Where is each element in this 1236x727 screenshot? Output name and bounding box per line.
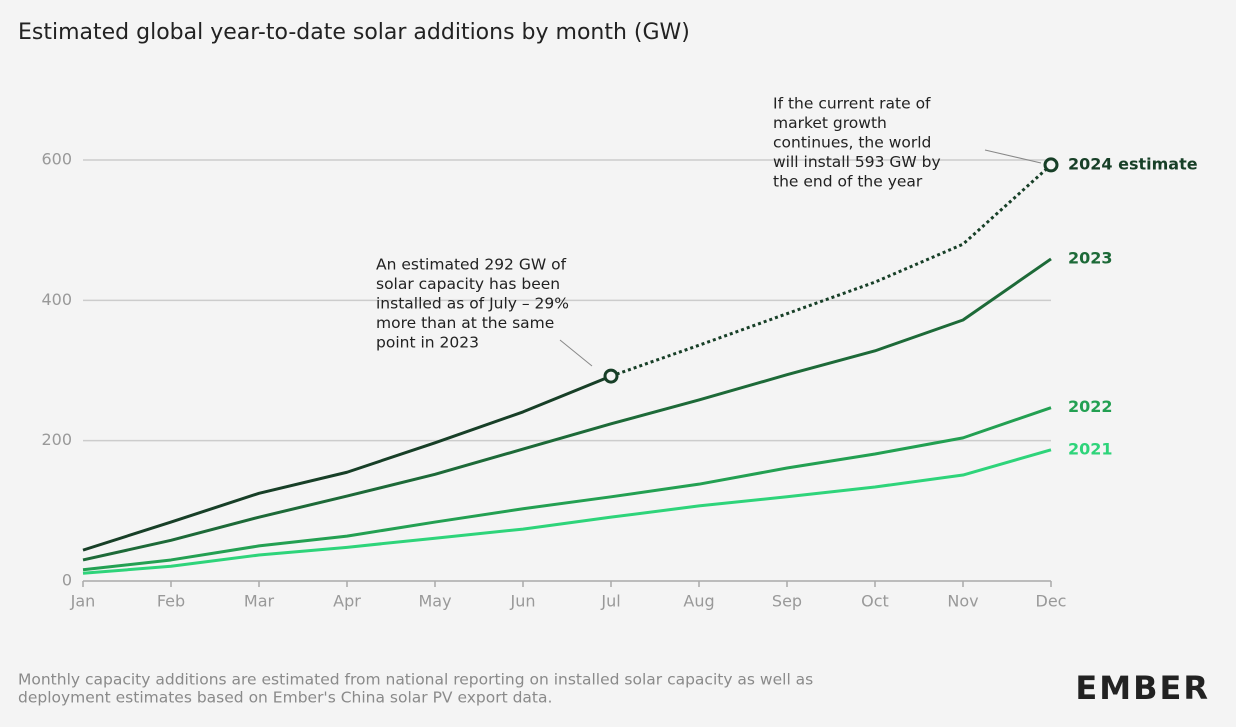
annotation-text: the end of the year — [773, 173, 923, 191]
y-tick-label: 600 — [41, 150, 72, 169]
x-tick-label: Nov — [947, 592, 978, 611]
x-tick-label: Dec — [1036, 592, 1067, 611]
chart-title: Estimated global year-to-date solar addi… — [18, 20, 690, 45]
annotation-text: will install 593 GW by — [773, 153, 941, 171]
x-tick-label: Aug — [683, 592, 714, 611]
x-tick-label: Apr — [333, 592, 361, 611]
leader-line — [559, 339, 593, 367]
annotation-text: point in 2023 — [376, 334, 479, 352]
series-label: 2024 estimate — [1068, 154, 1198, 173]
series-line — [82, 257, 1052, 562]
footnote: Monthly capacity additions are estimated… — [18, 671, 813, 689]
series-line — [82, 448, 1052, 575]
projected-line — [610, 163, 1053, 378]
series-line — [82, 374, 612, 552]
x-tick-label: Jun — [510, 592, 536, 611]
x-tick-label: Jan — [70, 592, 96, 611]
annotation-text: continues, the world — [773, 134, 931, 152]
leader-line — [984, 149, 1042, 164]
x-tick-label: May — [418, 592, 451, 611]
x-tick-label: Sep — [772, 592, 802, 611]
annotation-text: more than at the same — [376, 314, 554, 332]
series-label: 2021 — [1068, 439, 1113, 458]
series-line — [82, 406, 1052, 572]
series-label: 2022 — [1068, 397, 1113, 416]
annotation-text: installed as of July – 29% — [376, 295, 569, 313]
logo: EMBER — [1075, 669, 1210, 707]
x-tick-label: Jul — [600, 592, 620, 611]
series-label: 2023 — [1068, 248, 1113, 267]
point-marker — [603, 368, 619, 384]
footnote: deployment estimates based on Ember's Ch… — [18, 689, 552, 707]
y-tick-label: 0 — [62, 571, 72, 590]
annotation-text: solar capacity has been — [376, 275, 560, 293]
annotation-text: If the current rate of — [773, 95, 931, 113]
x-tick-label: Mar — [244, 592, 275, 611]
annotation-text: An estimated 292 GW of — [376, 256, 567, 274]
y-tick-label: 200 — [41, 430, 72, 449]
x-tick-label: Oct — [861, 592, 889, 611]
point-marker — [1043, 157, 1059, 173]
y-tick-label: 400 — [41, 290, 72, 309]
x-tick-label: Feb — [157, 592, 185, 611]
annotation-text: market growth — [773, 114, 887, 132]
